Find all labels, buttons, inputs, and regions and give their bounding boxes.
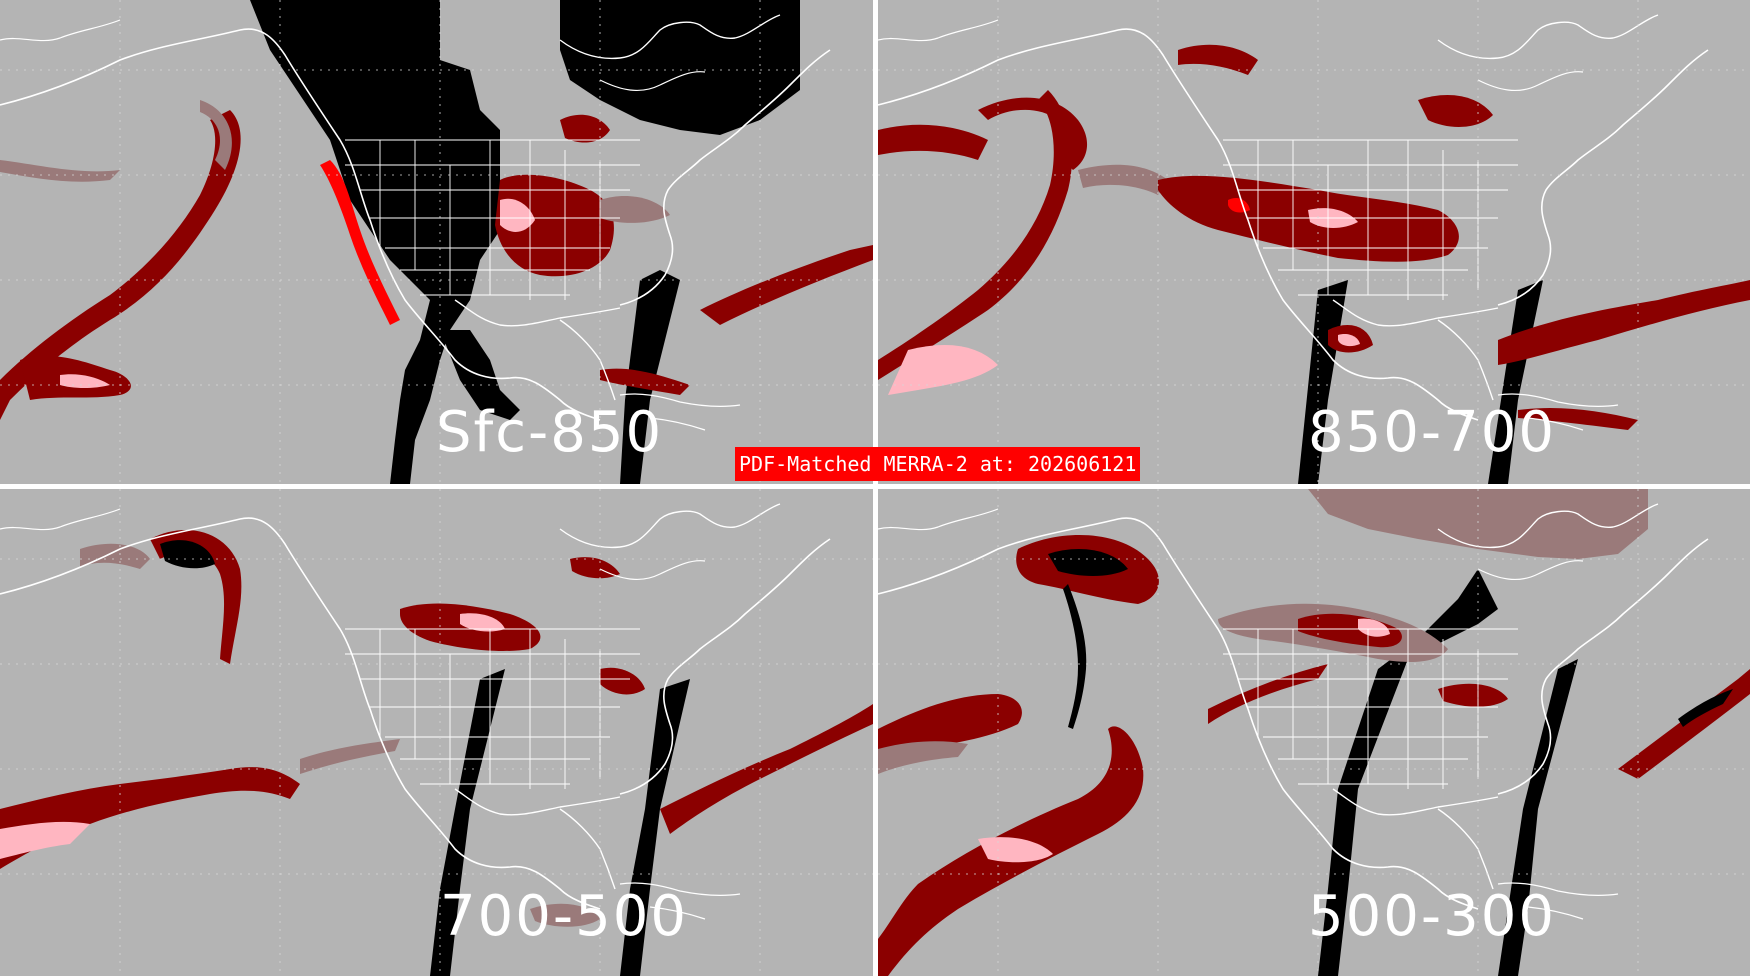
panel-divider-horizontal — [0, 484, 1750, 489]
map-500-300 — [878, 489, 1750, 976]
layer-label: Sfc-850 — [436, 400, 664, 465]
panel-700-500: 700-500 — [0, 489, 873, 976]
layer-label: 500-300 — [1308, 884, 1556, 949]
panel-850-700: 850-700 — [878, 0, 1750, 484]
map-sfc-850 — [0, 0, 873, 484]
map-700-500 — [0, 489, 873, 976]
panel-500-300: 500-300 — [878, 489, 1750, 976]
panel-sfc-850: Sfc-850 — [0, 0, 873, 484]
layer-label: 700-500 — [440, 884, 688, 949]
product-banner: PDF-Matched MERRA-2 at: 202606121 — [735, 447, 1141, 481]
map-850-700 — [878, 0, 1750, 484]
layer-label: 850-700 — [1308, 400, 1556, 465]
